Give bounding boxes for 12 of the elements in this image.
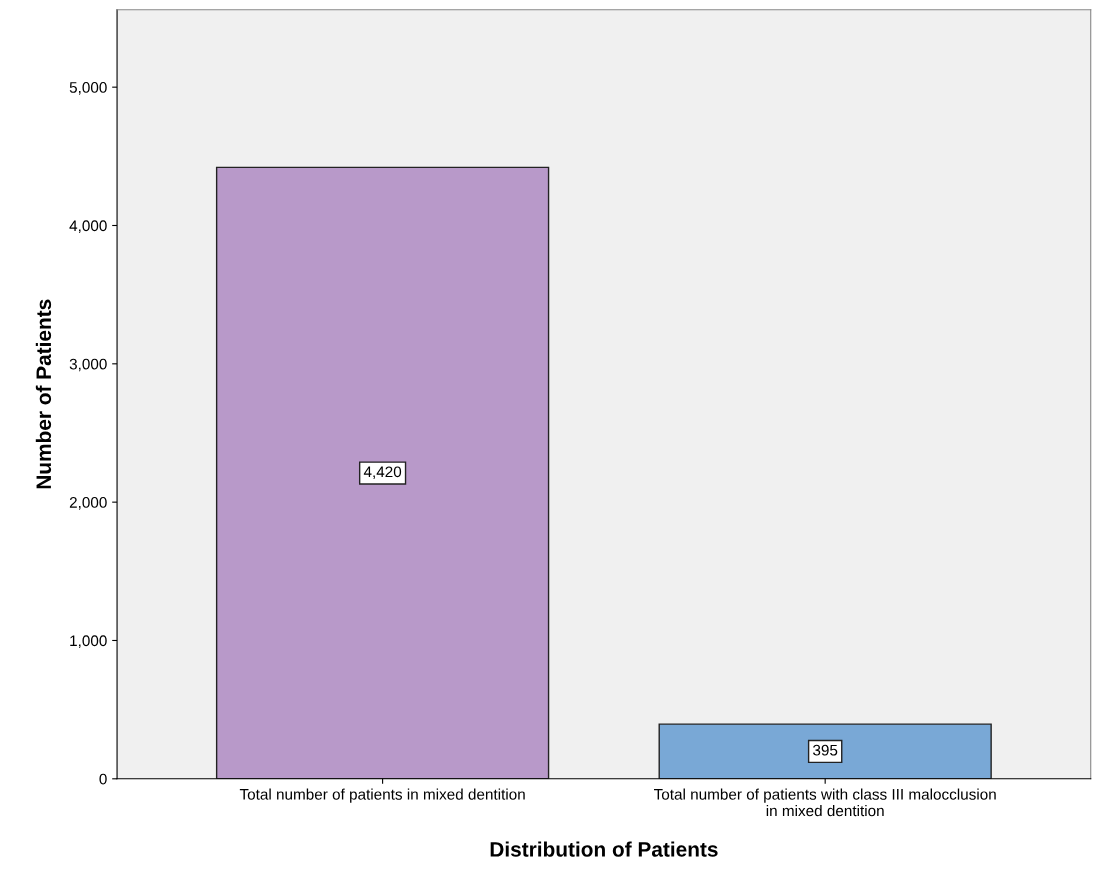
data-label: 395 — [813, 744, 838, 756]
x-tick-label: Total number of patients in mixed dentition — [239, 788, 525, 803]
y-tick-label: 3,000 — [69, 358, 107, 372]
y-tick-label: 1,000 — [70, 635, 107, 648]
data-label: 4,420 — [363, 466, 402, 480]
x-axis-title: Distribution of Patients — [490, 841, 718, 857]
y-tick-label: 0 — [99, 773, 107, 785]
y-tick-label: 4,000 — [69, 220, 107, 233]
y-tick-label: 5,000 — [69, 82, 107, 95]
y-tick-label: 2,000 — [69, 497, 107, 510]
y-axis-title: Number of Patients — [35, 299, 52, 489]
x-tick-label: Total number of patients with class III malocclusion in mixed dentition — [654, 788, 996, 817]
